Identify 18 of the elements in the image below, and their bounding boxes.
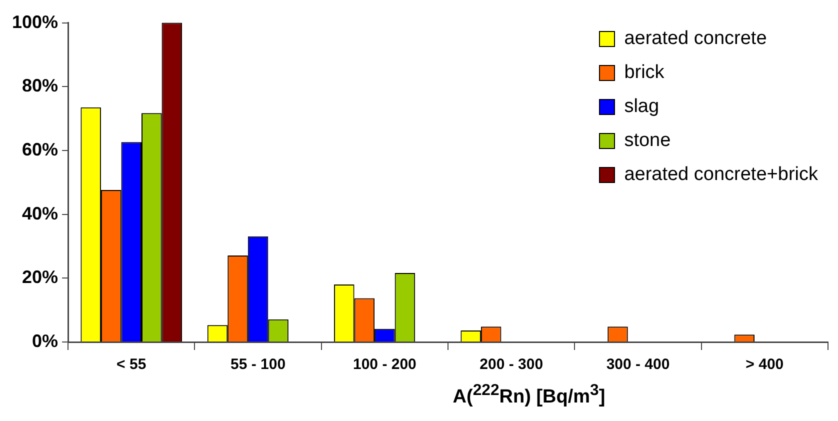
- legend-label: aerated concrete+brick: [624, 163, 818, 187]
- y-tick-label: 20%: [22, 267, 58, 288]
- y-tick-label: 80%: [22, 76, 58, 96]
- x-tick-label: 55 - 100: [230, 356, 286, 374]
- x-tick-label: 100 - 200: [352, 356, 416, 374]
- y-tick-label: 60%: [22, 139, 58, 160]
- x-tick-label: > 400: [746, 356, 784, 374]
- y-tick-label: 40%: [22, 203, 58, 224]
- y-tick-label: 100%: [12, 12, 58, 32]
- y-tick-label: 0%: [32, 330, 58, 351]
- x-axis-title: A($^{222}$Rn) [Bq/m$^{3}$]: [452, 382, 606, 408]
- x-tick-label: 300 - 400: [606, 356, 670, 374]
- x-tick-label: 200 - 300: [480, 356, 544, 374]
- x-tick-label: < 55: [116, 356, 146, 374]
- legend-label: stone: [624, 129, 671, 153]
- legend-label: slag: [624, 95, 660, 119]
- legend-label: brick: [624, 61, 664, 85]
- legend-label: aerated concrete: [624, 27, 767, 51]
